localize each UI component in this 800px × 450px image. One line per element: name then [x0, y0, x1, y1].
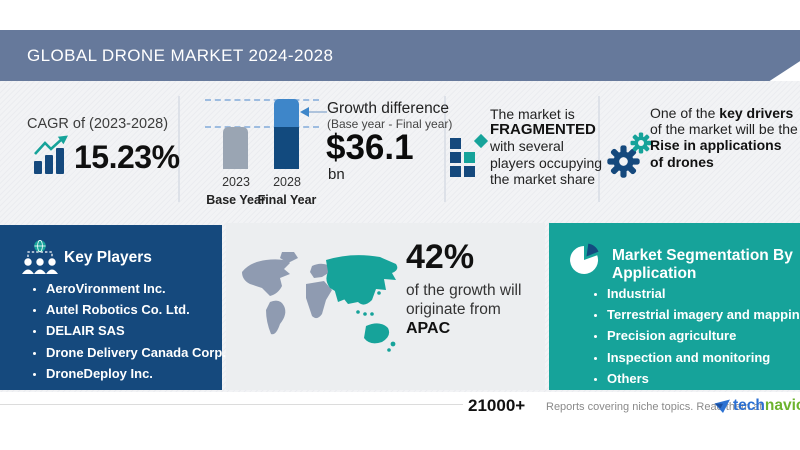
bar-2028-base-segment [274, 127, 299, 169]
bar-label-2023: 2023 Base Year [203, 174, 269, 209]
list-item: AeroVironment Inc. [46, 281, 226, 296]
segmentation-list: Industrial Terrestrial imagery and mappi… [593, 286, 800, 392]
text-line: the market share [490, 170, 596, 187]
dashed-guideline-top [205, 99, 319, 101]
growth-difference-unit: bn [328, 166, 345, 183]
key-players-list: AeroVironment Inc. Autel Robotics Co. Lt… [31, 281, 226, 387]
report-count: 21000+ [468, 396, 526, 415]
fragmented-keyword: FRAGMENTED [490, 121, 596, 139]
title-line: Application [612, 265, 697, 282]
key-players-panel: Key Players AeroVironment Inc. Autel Rob… [0, 225, 226, 390]
text-line: of the growth will [406, 282, 522, 299]
list-item: Industrial [607, 286, 800, 301]
text-segment: One of the [650, 105, 720, 121]
growth-pointer-line [309, 111, 327, 113]
list-item: Inspection and monitoring [607, 350, 800, 365]
text-line: Rise in applications [650, 137, 800, 153]
gear-large-icon [607, 145, 640, 178]
page-title: GLOBAL DRONE MARKET 2024-2028 [27, 46, 334, 65]
footer-divider [0, 404, 463, 405]
fragmented-squares-icon [450, 133, 492, 180]
driver-name: Rise in applications [650, 137, 782, 154]
section-divider [178, 96, 180, 202]
text-line: of drones [650, 154, 800, 170]
segmentation-panel: Market Segmentation By Application Indus… [549, 223, 800, 390]
section-divider [598, 96, 600, 202]
technavio-arrow-icon [714, 399, 730, 413]
world-map [242, 252, 398, 352]
text-line: with several [490, 138, 564, 155]
apac-share-text: of the growth will originate from APAC [406, 281, 521, 338]
key-driver-text: One of the key drivers of the market wil… [650, 105, 800, 170]
text-line: originate from [406, 301, 501, 318]
text-line: players occupying [490, 154, 603, 171]
list-item: Drone Delivery Canada Corp. [46, 345, 226, 360]
key-drivers-keyword: key drivers [719, 105, 794, 121]
list-item: DELAIR SAS [46, 323, 226, 338]
section-divider [444, 96, 446, 202]
trend-up-bar-chart-icon [34, 135, 68, 174]
bar-year: 2028 [273, 175, 301, 189]
bar-caption: Base Year [206, 192, 266, 207]
cagr-label: CAGR of (2023-2028) [27, 116, 169, 132]
brand-word-tech: tech [733, 397, 765, 414]
bar-year: 2023 [222, 175, 250, 189]
bar-2023-base [223, 127, 248, 169]
gear-small-icon [630, 132, 652, 154]
growth-difference-subtitle: (Base year - Final year) [327, 117, 453, 131]
growth-pointer-arrow-icon [300, 107, 309, 117]
list-item: Autel Robotics Co. Ltd. [46, 302, 226, 317]
growth-difference-title: Growth difference [327, 100, 450, 117]
network-people-globe-icon [22, 240, 58, 274]
list-item: Terrestrial imagery and mapping [607, 307, 800, 322]
dashed-guideline-bottom [205, 126, 319, 128]
list-item: Precision agriculture [607, 328, 800, 343]
brand-word-navio: navio [764, 397, 800, 414]
footer-text: Reports covering niche topics. Read them… [546, 401, 763, 413]
text-line: of the market will be the [650, 121, 798, 138]
text-line: One of the key drivers [650, 105, 800, 121]
bar-label-2028: 2028 Final Year [254, 174, 320, 209]
cagr-value: 15.23% [74, 139, 180, 175]
technavio-logo[interactable]: technavio™ [714, 397, 800, 415]
apac-region-label: APAC [406, 320, 451, 337]
header-banner: GLOBAL DRONE MARKET 2024-2028 [0, 30, 800, 81]
apac-share-value: 42% [406, 238, 475, 276]
list-item: Others [607, 371, 800, 386]
list-item: DroneDeploy Inc. [46, 366, 226, 381]
text-line: The market is [490, 106, 575, 122]
title-line: Market Segmentation By [612, 247, 793, 264]
pie-chart-icon [570, 243, 599, 274]
segmentation-title: Market Segmentation By Application [612, 247, 793, 283]
driver-name: of drones [650, 153, 714, 170]
bar-2028-growth-segment [274, 99, 299, 127]
growth-difference-value: $36.1 [326, 128, 414, 167]
market-structure-text: The market is FRAGMENTED with several pl… [490, 106, 602, 187]
bar-caption: Final Year [257, 192, 317, 207]
key-players-title: Key Players [64, 249, 152, 266]
